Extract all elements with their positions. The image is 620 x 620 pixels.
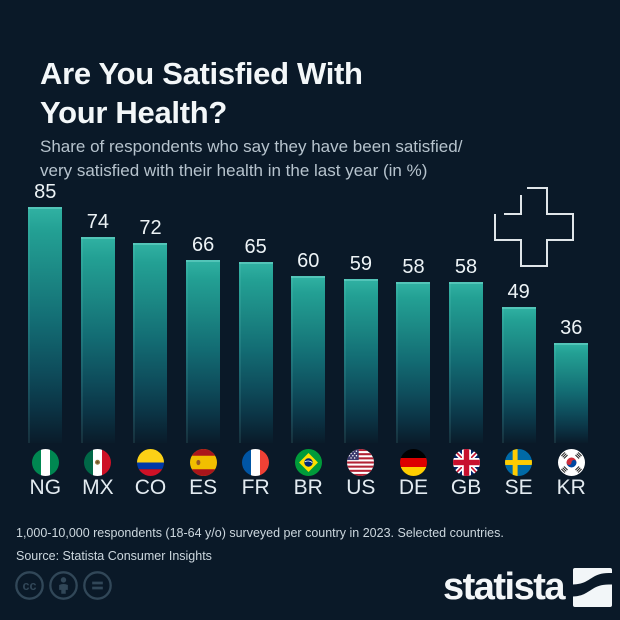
value-label: 72: [139, 216, 162, 239]
value-label: 59: [349, 253, 372, 275]
value-label: 58: [454, 255, 478, 278]
flag-mexico-icon: [84, 449, 112, 476]
value-label: 74: [86, 211, 110, 234]
bar-sweden: [501, 306, 536, 443]
bar-uk: [449, 281, 484, 443]
bar-column-colombia: 72 CO: [124, 180, 177, 499]
value-label: 58: [402, 255, 425, 278]
bar-column-brazil: 60 BR: [282, 180, 335, 499]
svg-text:cc: cc: [23, 579, 37, 593]
bar-column-nigeria: 85 NG: [19, 180, 72, 499]
bar-column-south-korea: 36 KR: [545, 180, 598, 499]
country-code-label: NG: [29, 476, 62, 499]
value-label: 65: [244, 236, 267, 259]
bar-colombia: [133, 242, 168, 443]
flag-colombia-icon: [136, 449, 164, 476]
value-label: 36: [560, 316, 583, 339]
source-line: Source: Statista Consumer Insights: [16, 548, 212, 563]
bar-usa: [343, 279, 378, 443]
flag-nigeria-icon: [31, 449, 59, 476]
bar-chart: 85 NG 74 MX 72 CO 66: [19, 180, 598, 499]
medical-cross-icon: [494, 187, 574, 267]
country-code-label: US: [346, 476, 376, 499]
bar-nigeria: [28, 207, 63, 443]
statista-wordmark: statista: [442, 566, 566, 608]
country-code-label: BR: [293, 476, 323, 499]
bar-mexico: [80, 237, 115, 443]
cc-license-icon[interactable]: cc: [14, 570, 45, 601]
subtitle-line-1: Share of respondents who say they have b…: [40, 137, 463, 156]
flag-usa-icon: [347, 449, 375, 476]
cc-nd-icon[interactable]: [82, 570, 113, 601]
title-line-2: Your Health?: [40, 94, 228, 130]
country-code-label: ES: [189, 476, 218, 499]
country-code-label: CO: [134, 476, 167, 499]
value-label: 60: [297, 250, 320, 273]
statista-logo-mark-icon: [573, 568, 612, 607]
statista-logo[interactable]: statista: [443, 568, 612, 607]
bar-column-spain: 66 ES: [177, 180, 230, 499]
country-code-label: KR: [556, 476, 586, 499]
page-title: Are You Satisfied With Your Health?: [40, 54, 600, 132]
bar-brazil: [291, 276, 326, 443]
flag-germany-icon: [399, 449, 427, 476]
flag-sweden-icon: [505, 449, 533, 476]
bar-column-uk: 58 GB: [440, 180, 493, 499]
value-label: 49: [507, 280, 530, 303]
bar-column-france: 65 FR: [229, 180, 282, 499]
chart-subtitle: Share of respondents who say they have b…: [40, 135, 600, 183]
bar-column-sweden: 49 SE: [492, 180, 545, 499]
flag-france-icon: [242, 449, 270, 476]
value-label: 85: [34, 181, 57, 203]
bar-germany: [396, 281, 431, 443]
country-code-label: MX: [82, 476, 114, 499]
country-code-label: DE: [398, 476, 429, 499]
title-line-1: Are You Satisfied With: [40, 55, 363, 91]
cc-license-badges[interactable]: cc: [14, 570, 113, 601]
country-code-label: GB: [450, 476, 482, 499]
survey-note: 1,000-10,000 respondents (18-64 y/o) sur…: [16, 525, 504, 540]
country-code-label: SE: [504, 476, 533, 499]
bar-column-germany: 58 DE: [387, 180, 440, 499]
subtitle-line-2: very satisfied with their health in the …: [40, 161, 428, 180]
bar-france: [238, 262, 273, 443]
country-code-label: FR: [241, 476, 270, 499]
flag-south-korea-icon: [557, 449, 585, 476]
bar-spain: [186, 259, 221, 443]
flag-uk-icon: [452, 449, 480, 476]
cc-by-icon[interactable]: [48, 570, 79, 601]
flag-spain-icon: [189, 449, 217, 476]
bar-south-korea: [554, 342, 589, 443]
title-accent-bar: [18, 37, 31, 160]
bar-column-mexico: 74 MX: [72, 180, 125, 499]
bar-column-usa: 59 US: [335, 180, 388, 499]
flag-brazil-icon: [294, 449, 322, 476]
value-label: 66: [191, 233, 215, 256]
